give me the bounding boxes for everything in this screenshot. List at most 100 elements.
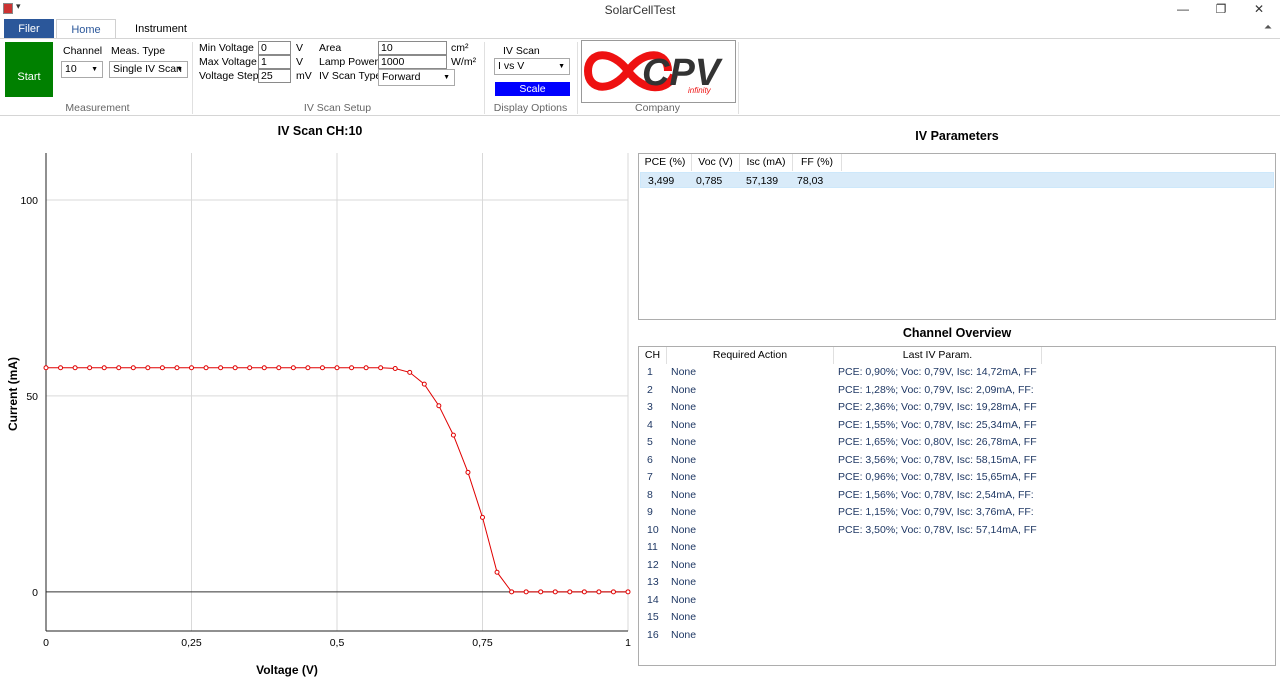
data-point — [58, 365, 64, 371]
data-point — [101, 365, 107, 371]
data-point — [523, 589, 529, 595]
channel-number: 14 — [647, 593, 659, 606]
x-axis-label: Voltage (V) — [256, 663, 318, 677]
data-point — [276, 365, 282, 371]
data-point — [232, 365, 238, 371]
voltage-step-label: Voltage Step — [199, 70, 259, 82]
data-point — [610, 589, 616, 595]
start-button[interactable]: Start — [5, 42, 53, 97]
scan-type-value: Forward — [382, 71, 421, 83]
lamp-power-field[interactable]: 1000 — [378, 55, 447, 69]
header-pce[interactable]: PCE (%) — [639, 154, 692, 171]
table-row[interactable] — [640, 610, 1274, 627]
data-point — [319, 365, 325, 371]
channel-number: 15 — [647, 611, 659, 623]
app-icon[interactable] — [3, 3, 13, 14]
data-point — [261, 365, 267, 371]
title-bar: ▾ SolarCellTest — ❐ ✕ — [0, 0, 1280, 20]
channel-select[interactable]: 10 ▼ — [61, 61, 103, 78]
area-field[interactable]: 10 — [378, 41, 447, 55]
scale-button[interactable]: Scale — [495, 82, 570, 96]
table-row[interactable] — [640, 540, 1274, 557]
data-point — [421, 381, 427, 387]
data-point — [538, 589, 544, 595]
channel-number: 12 — [647, 558, 659, 571]
channel-number: 3 — [647, 401, 653, 413]
x-tick-label: 0,5 — [330, 637, 345, 649]
channel-number: 1 — [647, 366, 653, 378]
data-point — [465, 469, 471, 475]
channel-number: 16 — [647, 628, 659, 641]
measurement-group-label: Measurement — [65, 102, 130, 114]
last-iv-param: PCE: 0,96%; Voc: 0,78V, Isc: 15,65mA, FF… — [838, 471, 1037, 483]
meas-type-label: Meas. Type — [111, 45, 166, 57]
header-last-iv-param[interactable]: Last IV Param. — [834, 347, 1042, 364]
group-separator — [738, 42, 739, 114]
group-separator — [192, 42, 193, 114]
table-row[interactable] — [640, 593, 1274, 610]
channel-overview-title: Channel Overview — [902, 326, 1012, 340]
logo-subtext: infinity — [688, 86, 712, 95]
data-point — [159, 365, 165, 371]
channel-overview-table[interactable]: CH Required Action Last IV Param. 1 None P… — [638, 346, 1276, 666]
channel-number: 5 — [647, 436, 653, 448]
last-iv-param: PCE: 1,55%; Voc: 0,78V, Isc: 25,34mA, FF… — [838, 418, 1037, 431]
data-point — [494, 569, 500, 575]
tab-file[interactable]: Filer — [4, 19, 54, 39]
table-row[interactable] — [640, 558, 1274, 575]
display-options-group-label: Display Options — [493, 102, 568, 114]
header-ff[interactable]: FF (%) — [793, 154, 842, 171]
iv-scan-chart: 0 0,25 0,5 0,75 1 0 50 100 Voltage (V) Current (m… — [6, 153, 631, 677]
close-button[interactable]: ✕ — [1253, 2, 1265, 16]
last-iv-param: PCE: 0,90%; Voc: 0,79V, Isc: 14,72mA, FF… — [838, 366, 1037, 378]
channel-number: 10 — [647, 523, 659, 536]
y-axis-label: Current (mA) — [6, 357, 20, 431]
required-action: None — [671, 383, 697, 396]
chart-title: IV Scan CH:10 — [277, 124, 363, 138]
meas-type-select[interactable]: Single IV Scan ▼ — [109, 61, 188, 78]
data-point — [480, 514, 485, 520]
tab-home[interactable]: Home — [56, 19, 116, 39]
logo-text: CPV — [642, 52, 723, 94]
iv-scan-select[interactable]: I vs V ▼ — [494, 58, 570, 75]
channel-number: 13 — [647, 576, 659, 588]
minimize-button[interactable]: — — [1177, 2, 1189, 16]
data-point — [130, 365, 136, 371]
min-voltage-field[interactable]: 0 — [258, 41, 291, 55]
channel-number: 8 — [647, 488, 653, 501]
data-point — [596, 589, 602, 595]
required-action: None — [671, 558, 697, 571]
data-point — [625, 589, 631, 595]
table-row[interactable] — [640, 628, 1274, 645]
header-ch[interactable]: CH — [639, 347, 667, 364]
data-point — [552, 589, 558, 595]
max-voltage-field[interactable]: 1 — [258, 55, 291, 69]
voltage-step-unit: mV — [296, 70, 312, 82]
required-action: None — [671, 436, 697, 448]
channel-label: Channel — [63, 45, 103, 57]
last-iv-param: PCE: 1,28%; Voc: 0,79V, Isc: 2,09mA, FF:… — [838, 383, 1037, 396]
required-action: None — [671, 593, 697, 606]
data-point — [72, 365, 78, 371]
area-label: Area — [319, 42, 342, 54]
quick-access-dropdown-icon[interactable]: ▾ — [16, 1, 21, 11]
restore-button[interactable]: ❐ — [1215, 2, 1227, 16]
header-voc[interactable]: Voc (V) — [692, 154, 740, 171]
table-row[interactable] — [640, 172, 1274, 188]
tab-instrument[interactable]: Instrument — [135, 23, 187, 35]
iv-parameters-table[interactable]: PCE (%) Voc (V) Isc (mA) FF (%) 3,499 0,… — [638, 153, 1276, 320]
channel-value: 10 — [65, 63, 77, 75]
channel-number: 9 — [647, 506, 653, 518]
data-point — [581, 589, 587, 595]
required-action: None — [671, 628, 697, 641]
collapse-ribbon-icon[interactable]: ⏶ — [1264, 22, 1272, 33]
scan-type-select[interactable]: Forward ▼ — [378, 69, 455, 86]
last-iv-param: PCE: 3,50%; Voc: 0,78V, Isc: 57,14mA, FF… — [838, 523, 1037, 536]
iv-parameters-title: IV Parameters — [915, 129, 999, 143]
table-row[interactable] — [640, 575, 1274, 592]
voltage-step-field[interactable]: 25 — [258, 69, 291, 83]
header-isc[interactable]: Isc (mA) — [740, 154, 793, 171]
data-point — [145, 365, 151, 371]
y-tick-label: 50 — [26, 391, 38, 403]
header-required-action[interactable]: Required Action — [667, 347, 834, 364]
